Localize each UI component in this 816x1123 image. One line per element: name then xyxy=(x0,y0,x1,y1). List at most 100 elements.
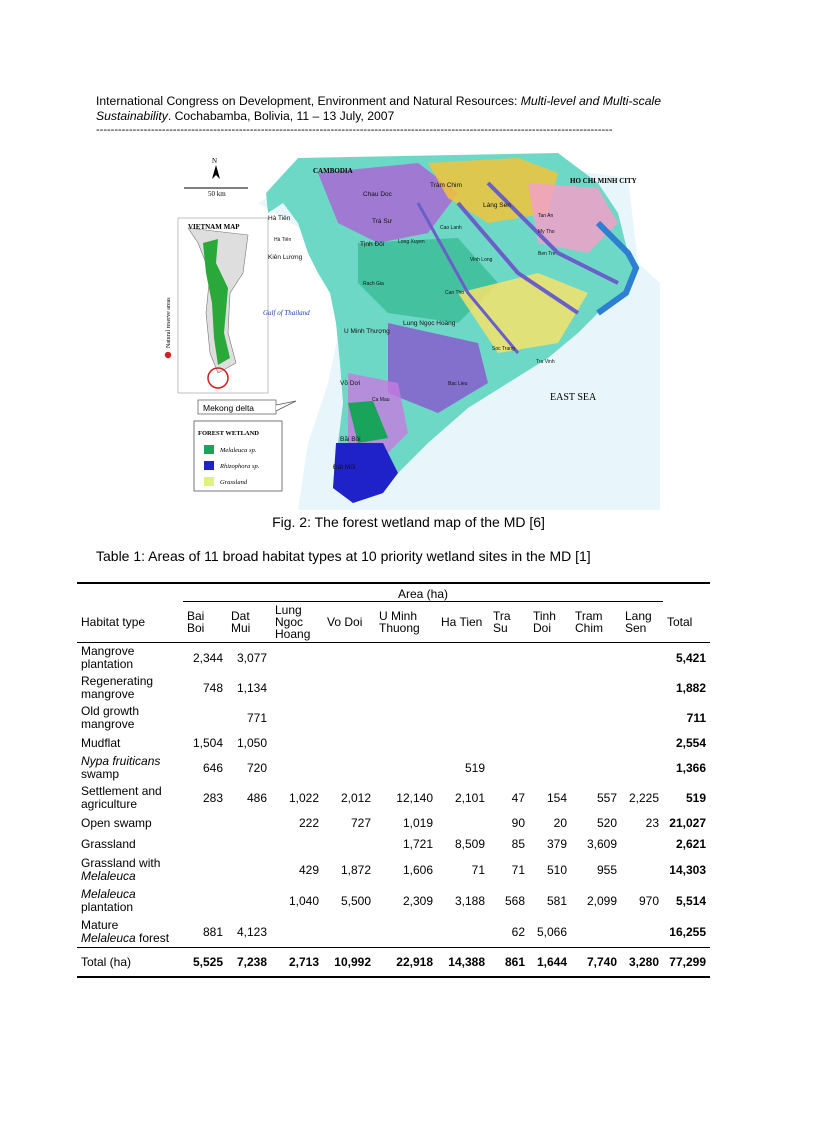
header-divider: ----------------------------------------… xyxy=(96,124,613,136)
table-cell: 283 xyxy=(202,791,223,805)
map-place: Bạc Lieu xyxy=(448,381,468,387)
legend-label-grassland: Grassland xyxy=(220,479,248,486)
table-cell xyxy=(271,753,323,783)
table-cell xyxy=(621,833,663,855)
map-place: Hà Tiên xyxy=(274,237,291,243)
table-cell xyxy=(183,833,227,855)
table-cell: 1,606 xyxy=(402,863,433,877)
habitat-type-cell: Nypa fruiticans swamp xyxy=(77,753,183,783)
table-row: Grassland with Melaleuca 429 1,872 1,606 71 71… xyxy=(77,855,710,885)
table-cell xyxy=(437,673,489,703)
map-place: Rach Gia xyxy=(363,281,384,287)
table-cell: 1,134 xyxy=(236,681,267,695)
total-cell: 3,280 xyxy=(621,947,663,978)
map-place: Vinh Long xyxy=(470,257,493,263)
row-total-cell: 1,882 xyxy=(675,681,706,695)
table-cell: 557 xyxy=(596,791,617,805)
table-cell: 1,872 xyxy=(340,863,371,877)
table-cell: 1,019 xyxy=(402,816,433,830)
table-cell: 71 xyxy=(471,863,485,877)
table-cell xyxy=(489,643,529,674)
table-cell: 2,101 xyxy=(454,791,485,805)
table-cell xyxy=(571,753,621,783)
row-total-cell: 21,027 xyxy=(669,816,706,830)
table-cell xyxy=(271,673,323,703)
table-header-row: Habitat type Bai Boi Dat Mui Lung Ngoc H… xyxy=(77,602,710,643)
row-total-cell: 5,514 xyxy=(675,894,706,908)
map-place: Ca Mau xyxy=(372,397,390,403)
habitat-label-line-1: Open swamp xyxy=(81,815,152,830)
col-header: Vo Doi xyxy=(327,615,363,629)
table-cell: 748 xyxy=(202,681,223,695)
table-cell: 379 xyxy=(546,837,567,851)
table-cell: 1,050 xyxy=(236,736,267,750)
table-cell xyxy=(571,733,621,753)
table-cell xyxy=(437,917,489,948)
map-place: Tra Vinh xyxy=(536,359,555,365)
table-cell xyxy=(621,673,663,703)
table-cell xyxy=(529,703,571,733)
habitat-label-line-2: swamp xyxy=(81,767,120,781)
habitat-type-cell: Old growth mangrove xyxy=(77,703,183,733)
table-cell xyxy=(227,855,271,885)
table-cell xyxy=(323,733,375,753)
habitat-label-line-1: Melaleuca xyxy=(81,887,136,901)
table-cell xyxy=(375,753,437,783)
table-cell: 720 xyxy=(246,761,267,775)
table-cell xyxy=(323,753,375,783)
table-cell xyxy=(323,833,375,855)
table-cell xyxy=(489,753,529,783)
habitat-label-line-2: mangrove xyxy=(81,687,135,701)
table-row: Grassland 1,721 8,509 85 379 3,609 2,621 xyxy=(77,833,710,855)
map-place: Láng Sen xyxy=(483,202,511,209)
table-caption: Table 1: Areas of 11 broad habitat types… xyxy=(96,548,591,564)
habitat-label-line-2: plantation xyxy=(81,657,134,671)
habitat-label-line-2: Melaleuca forest xyxy=(81,931,170,945)
page-header: International Congress on Development, E… xyxy=(96,94,721,136)
table-cell: 1,040 xyxy=(288,894,319,908)
table-cell xyxy=(571,703,621,733)
habitat-type-cell: Grassland xyxy=(77,833,183,855)
total-cell: 861 xyxy=(489,947,529,978)
row-total-cell: 16,255 xyxy=(669,925,706,939)
table-cell: 2,309 xyxy=(402,894,433,908)
map-place: Kiên Lương xyxy=(268,254,303,261)
table-cell: 47 xyxy=(511,791,525,805)
table-cell xyxy=(621,733,663,753)
table-cell: 2,012 xyxy=(340,791,371,805)
table-cell xyxy=(529,673,571,703)
col-header: Tra Su xyxy=(493,609,511,635)
table-cell xyxy=(437,643,489,674)
habitat-label-line-2: mangrove xyxy=(81,717,135,731)
table-cell xyxy=(437,703,489,733)
map-vietnam-label: VIETNAM MAP xyxy=(188,223,240,231)
table-cell xyxy=(271,833,323,855)
col-header: U Minh Thuong xyxy=(379,609,420,635)
table-row: Mudflat 1,504 1,050 2,554 xyxy=(77,733,710,753)
map-place: Can Tho xyxy=(445,290,464,296)
total-cell: 22,918 xyxy=(375,947,437,978)
map-place: Long Xuyen xyxy=(398,239,425,245)
legend-title: FOREST WETLAND xyxy=(198,430,259,437)
table-cell: 1,721 xyxy=(402,837,433,851)
table-cell xyxy=(271,733,323,753)
total-label: Total (ha) xyxy=(77,947,183,978)
table-cell xyxy=(529,753,571,783)
map-place: Cao Lanh xyxy=(440,225,462,231)
table-cell: 90 xyxy=(511,816,525,830)
col-header: Ha Tien xyxy=(441,615,483,629)
table-row: Settlement and agriculture 283 486 1,022 2,01… xyxy=(77,783,710,813)
map-east-sea-label: EAST SEA xyxy=(550,392,597,403)
table-cell xyxy=(621,753,663,783)
table-cell: 20 xyxy=(553,816,567,830)
table-row: Mature Melaleuca forest 881 4,123 62 5,066 16,… xyxy=(77,917,710,948)
table-cell xyxy=(571,917,621,948)
map-mekong-label: Mekong delta xyxy=(203,403,254,413)
table-cell: 970 xyxy=(638,894,659,908)
col-header: Bai Boi xyxy=(187,609,205,635)
table-cell xyxy=(621,917,663,948)
habitat-type-cell: Settlement and agriculture xyxy=(77,783,183,813)
map-side-label: Natural reserve areas xyxy=(166,297,172,348)
map-north-label: N xyxy=(212,157,217,165)
row-total-cell: 2,621 xyxy=(675,837,706,851)
